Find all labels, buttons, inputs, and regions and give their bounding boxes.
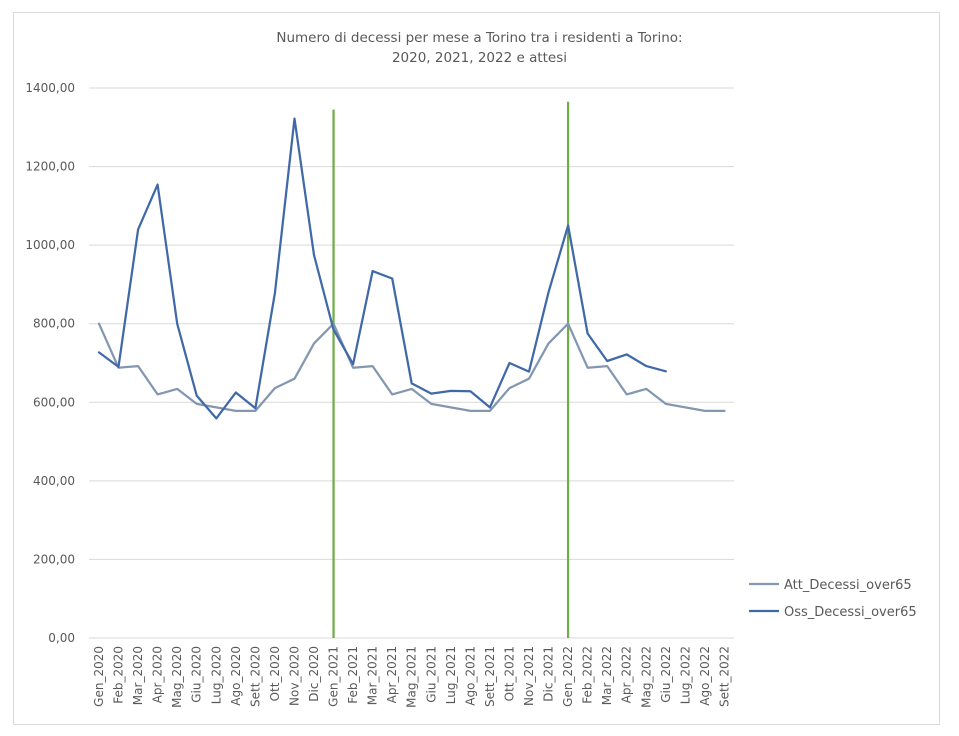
x-tick-label: Giu_2020 (190, 646, 204, 703)
x-tick-label: Mag_2021 (405, 646, 419, 708)
legend-label: Att_Decessi_over65 (784, 578, 912, 593)
x-tick-label: Mag_2022 (639, 646, 653, 708)
y-tick-label: 1400,00 (25, 81, 75, 95)
x-tick-label: Ago_2020 (229, 646, 243, 706)
x-tick-label: Nov_2021 (522, 646, 536, 706)
series-line-oss-decessi-over65 (97, 117, 667, 420)
x-tick-label: Mar_2021 (366, 646, 380, 705)
chart-frame (13, 12, 940, 725)
x-tick-label: Lug_2020 (209, 646, 223, 704)
x-axis-tick-labels: Gen_2020 Feb_2020 Mar_2020 Apr_2020 Mag_2020… (92, 646, 731, 708)
x-tick-label: Ago_2022 (698, 646, 712, 706)
chart-title: Numero di decessi per mese a Torino tra … (0, 28, 959, 68)
x-tick-label: Feb_2022 (581, 646, 595, 704)
x-tick-label: Ott_2020 (268, 646, 282, 701)
y-tick-label: 1000,00 (25, 238, 75, 252)
x-tick-label: Feb_2021 (346, 646, 360, 704)
x-tick-label: Dic_2021 (542, 646, 556, 702)
x-tick-label: Dic_2020 (307, 646, 321, 702)
y-tick-label: 400,00 (33, 474, 75, 488)
series-lines (97, 117, 726, 420)
x-tick-label: Apr_2021 (385, 646, 399, 703)
legend: Att_Decessi_over65 Oss_Decessi_over65 (749, 578, 917, 620)
y-tick-label: 0,00 (48, 631, 75, 645)
y-tick-label: 200,00 (33, 552, 75, 566)
x-tick-label: Mag_2020 (170, 646, 184, 708)
x-tick-label: Ago_2021 (463, 646, 477, 706)
reference-lines (332, 101, 570, 638)
x-tick-label: Apr_2020 (151, 646, 165, 703)
x-tick-label: Feb_2020 (112, 646, 126, 704)
x-tick-label: Mar_2022 (600, 646, 614, 705)
x-tick-label: Apr_2022 (620, 646, 634, 703)
x-tick-label: Sett_2020 (248, 646, 262, 707)
x-tick-label: Nov_2020 (287, 646, 301, 706)
x-tick-label: Gen_2021 (327, 646, 341, 707)
x-tick-label: Ott_2021 (502, 646, 516, 701)
x-tick-label: Mar_2020 (131, 646, 145, 705)
y-axis-tick-labels: 0,00 200,00 400,00 600,00 800,00 1000,00 1200,… (25, 81, 75, 645)
chart-title-line-2: 2020, 2021, 2022 e attesi (391, 50, 568, 66)
x-tick-label: Gen_2022 (561, 646, 575, 707)
x-tick-label: Giu_2021 (424, 646, 438, 703)
x-tick-label: Lug_2022 (678, 646, 692, 704)
series-line-att-decessi-over65 (97, 322, 726, 413)
x-tick-label: Lug_2021 (444, 646, 458, 704)
x-tick-label: Sett_2022 (717, 646, 731, 707)
y-tick-label: 600,00 (33, 395, 75, 409)
y-tick-label: 1200,00 (25, 160, 75, 174)
y-tick-label: 800,00 (33, 317, 75, 331)
legend-label: Oss_Decessi_over65 (784, 605, 917, 620)
chart-title-line-1: Numero di decessi per mese a Torino tra … (276, 30, 683, 46)
x-tick-label: Sett_2021 (483, 646, 497, 707)
x-tick-label: Gen_2020 (92, 646, 106, 707)
gridlines (89, 87, 734, 639)
x-tick-label: Giu_2022 (659, 646, 673, 703)
